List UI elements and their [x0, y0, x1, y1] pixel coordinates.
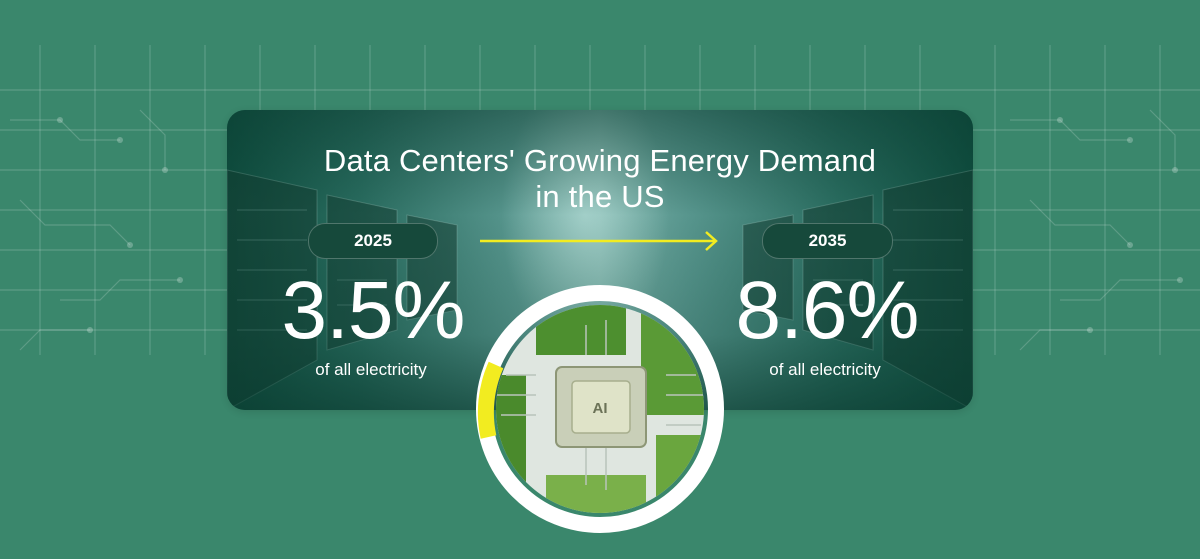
caption-2035: of all electricity	[769, 360, 881, 379]
title-line-2: in the US	[535, 179, 665, 214]
ai-chip-label: AI	[592, 400, 608, 417]
arrow-right-icon	[480, 231, 718, 251]
ai-chip-icon	[555, 366, 647, 448]
title-line-1: Data Centers' Growing Energy Demand	[323, 143, 877, 178]
value-2035: 8.6%	[735, 265, 920, 356]
value-2025: 3.5%	[281, 265, 466, 356]
caption-2025: of all electricity	[315, 360, 427, 379]
year-badge-2025: 2025	[308, 223, 438, 259]
ai-chip-gauge	[476, 285, 724, 533]
year-badge-2035: 2035	[762, 223, 893, 259]
